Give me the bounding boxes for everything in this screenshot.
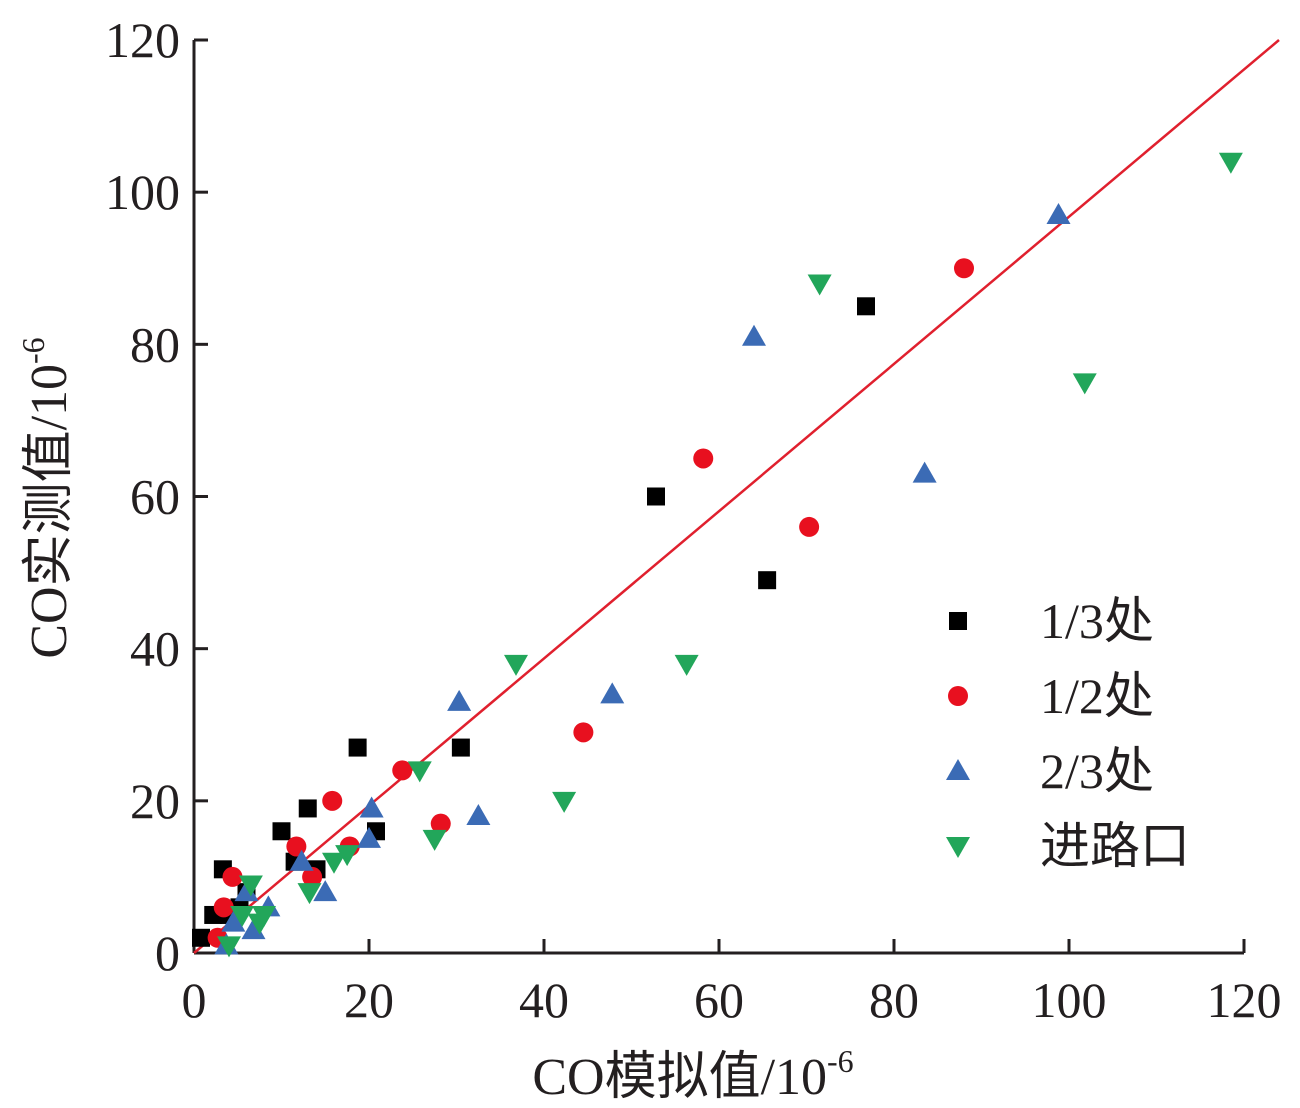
data-point bbox=[552, 791, 577, 813]
x-axis-title: CO模拟值/10-6 bbox=[532, 1043, 853, 1106]
fit-line bbox=[193, 39, 1280, 954]
data-point bbox=[322, 852, 346, 874]
data-point bbox=[693, 448, 714, 469]
data-points bbox=[192, 152, 1243, 958]
data-point bbox=[647, 487, 665, 506]
data-point bbox=[742, 324, 766, 346]
x-tick-label: 40 bbox=[519, 972, 569, 1028]
legend-label: 进路口 bbox=[1040, 818, 1190, 874]
data-point bbox=[807, 274, 832, 296]
data-point bbox=[222, 866, 243, 887]
x-tick-label: 120 bbox=[1207, 972, 1282, 1028]
legend-marker bbox=[946, 837, 970, 858]
legend-marker bbox=[948, 686, 968, 706]
data-point bbox=[504, 654, 528, 676]
data-point bbox=[407, 761, 432, 783]
y-tick-label: 60 bbox=[130, 469, 180, 525]
data-point bbox=[359, 796, 384, 818]
data-point bbox=[447, 689, 472, 711]
data-point bbox=[466, 804, 491, 826]
data-point bbox=[357, 826, 381, 848]
x-tick-label: 100 bbox=[1032, 972, 1107, 1028]
data-point bbox=[758, 571, 777, 590]
legend-label: 1/2处 bbox=[1040, 668, 1154, 724]
data-point bbox=[297, 883, 322, 905]
data-point bbox=[348, 738, 367, 757]
data-point bbox=[272, 822, 291, 841]
legend-marker bbox=[946, 759, 970, 780]
x-tick-label: 60 bbox=[694, 972, 744, 1028]
data-point bbox=[221, 910, 246, 932]
data-point bbox=[1218, 152, 1243, 174]
ticks: 0 20 40 60 80 100 120 0 20 40 60 80 100 120 bbox=[105, 12, 1282, 1028]
data-point bbox=[192, 928, 210, 947]
data-point bbox=[912, 461, 937, 483]
data-point bbox=[799, 516, 820, 537]
data-point bbox=[392, 760, 413, 781]
x-tick-label: 0 bbox=[182, 972, 207, 1028]
data-point bbox=[1072, 373, 1097, 395]
y-tick-label: 80 bbox=[130, 316, 180, 372]
data-point bbox=[234, 880, 259, 902]
data-point bbox=[322, 790, 343, 811]
data-point bbox=[674, 654, 699, 676]
data-point bbox=[298, 799, 317, 818]
data-point bbox=[335, 845, 360, 867]
data-point bbox=[289, 849, 314, 871]
axes bbox=[192, 40, 1244, 955]
data-point bbox=[573, 722, 594, 743]
x-tick-label: 20 bbox=[344, 972, 394, 1028]
y-tick-label: 20 bbox=[130, 773, 180, 829]
y-tick-label: 120 bbox=[105, 12, 180, 68]
data-point bbox=[313, 880, 338, 902]
data-point bbox=[230, 905, 255, 927]
data-point bbox=[954, 258, 974, 279]
y-tick-label: 100 bbox=[105, 164, 180, 220]
data-point bbox=[600, 682, 625, 704]
data-point bbox=[238, 875, 263, 897]
legend-label: 1/3处 bbox=[1040, 593, 1154, 649]
data-point bbox=[451, 738, 470, 757]
data-point bbox=[422, 829, 447, 851]
data-point bbox=[302, 866, 323, 887]
data-point bbox=[252, 905, 276, 927]
x-tick-label: 80 bbox=[869, 972, 919, 1028]
y-tick-label: 0 bbox=[155, 925, 180, 981]
data-point bbox=[430, 813, 451, 834]
y-tick-label: 40 bbox=[130, 621, 180, 677]
data-point bbox=[217, 936, 241, 958]
y-axis-title: CO实测值/10-6 bbox=[15, 337, 78, 658]
legend-label: 2/3处 bbox=[1040, 743, 1154, 799]
fit-line-group bbox=[193, 39, 1280, 954]
data-point bbox=[857, 297, 875, 316]
legend-marker bbox=[949, 612, 967, 630]
data-point bbox=[1046, 202, 1071, 224]
data-point bbox=[213, 897, 234, 918]
